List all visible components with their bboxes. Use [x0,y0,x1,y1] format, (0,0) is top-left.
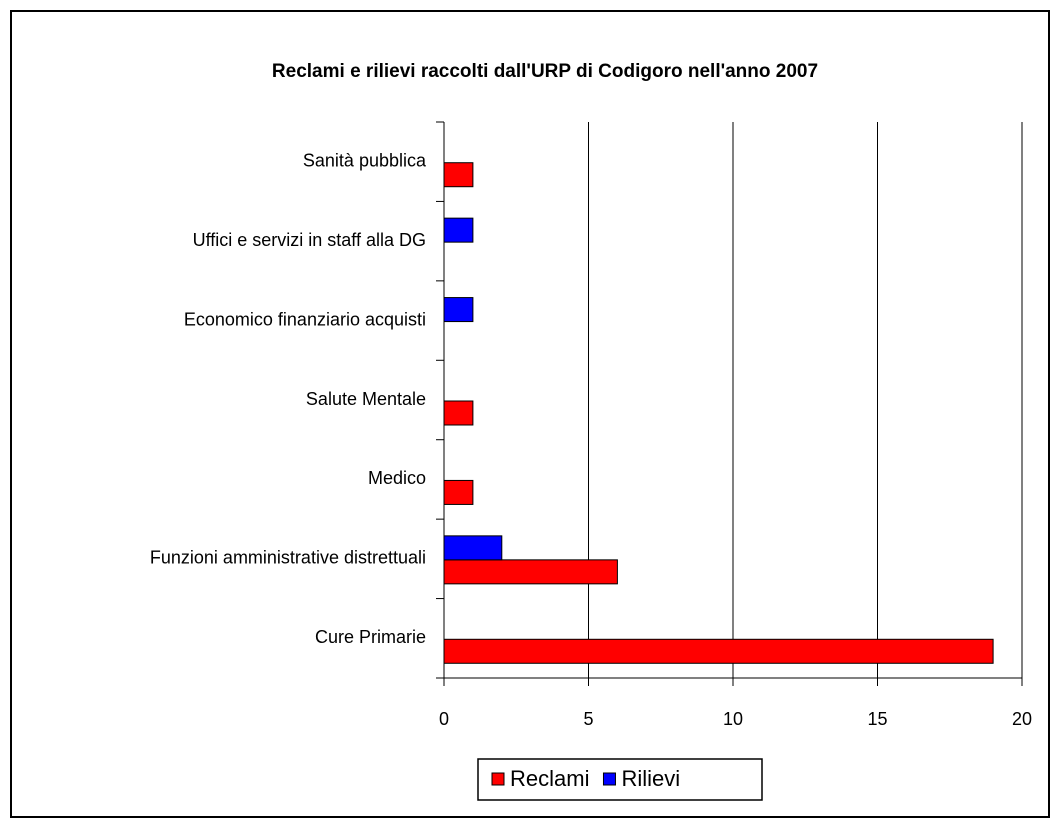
y-tick-label: Uffici e servizi in staff alla DG [193,230,426,250]
y-tick-label: Economico finanziario acquisti [184,309,426,329]
bar [443,297,474,323]
y-tick-label: Salute Mentale [306,389,426,409]
x-tick-label: 20 [1012,709,1032,729]
legend-swatch [602,772,616,786]
bar [443,400,474,426]
y-tick-label: Cure Primarie [315,627,426,647]
legend-swatch [491,772,505,786]
legend-box [477,758,763,801]
bar [443,638,994,664]
bar [443,559,618,585]
y-tick-label: Sanità pubblica [303,150,427,170]
bar [443,162,474,188]
y-tick-label: Funzioni amministrative distrettuali [150,548,426,568]
chart-border [10,10,1050,818]
chart-title: Reclami e rilievi raccolti dall'URP di C… [272,61,818,82]
legend-label: Rilievi [621,766,680,791]
x-tick-label: 10 [723,709,743,729]
bar [443,479,474,505]
x-tick-label: 5 [583,709,593,729]
bar [443,535,503,561]
x-tick-label: 15 [867,709,887,729]
x-tick-label: 0 [439,709,449,729]
y-tick-label: Medico [368,468,426,488]
legend-label: Reclami [510,766,589,791]
bar [443,217,474,243]
